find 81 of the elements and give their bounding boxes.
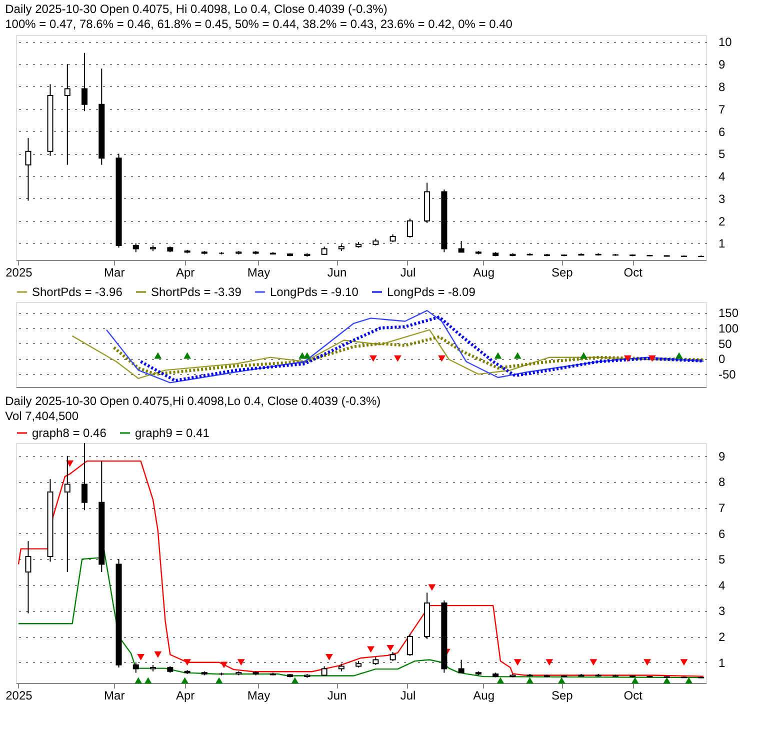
x-tick-label: Sep [551, 266, 574, 280]
x-tick-label: 2025 [6, 266, 33, 280]
y-tick-label: 8 [718, 475, 726, 490]
point [546, 659, 554, 666]
point [220, 662, 228, 668]
y-tick-label: 1 [718, 656, 726, 670]
x-tick-label: Mar [104, 266, 125, 280]
y-tick-label: 3 [718, 604, 726, 618]
legend-label: ShortPds = -3.39 [151, 285, 242, 299]
x-tick-label: Apr [176, 688, 195, 702]
x-tick-label: Oct [624, 688, 644, 702]
x-tick-label: Aug [473, 688, 495, 702]
line-series [72, 329, 704, 380]
x-tick-label: Sep [551, 688, 574, 702]
y-tick-label: 9 [718, 449, 726, 464]
point [367, 646, 374, 653]
point [237, 659, 245, 666]
y-tick-label: 7 [718, 102, 726, 116]
x-tick-label: Aug [473, 266, 495, 280]
point [663, 677, 671, 684]
point [144, 677, 152, 684]
y-tick-label: 3 [718, 192, 726, 206]
point [291, 677, 299, 684]
line-series [18, 460, 704, 677]
x-tick-label: May [247, 688, 270, 702]
y-tick-label: 8 [718, 80, 726, 94]
x-tick-label: Oct [624, 266, 644, 280]
point [181, 677, 189, 684]
x-tick-label: Mar [104, 688, 125, 702]
point [644, 659, 651, 666]
legend-label: LongPds = -8.09 [387, 285, 476, 299]
y-tick-label: 9 [718, 58, 726, 72]
chart-title: Daily 2025-10-30 Open 0.4075, Hi 0.4098, Lo 0.4, Close 0.4039 (-0.3%) [5, 2, 388, 16]
y-tick-label: 6 [718, 124, 726, 139]
y-tick-label: 50 [718, 336, 732, 351]
point [558, 677, 566, 684]
x-tick-label: Jul [400, 266, 416, 280]
legend-label: ShortPds = -3.96 [32, 285, 123, 299]
point [137, 654, 144, 660]
point [680, 659, 688, 666]
point [215, 677, 223, 684]
chart-subtitle: Vol 7,404,500 [5, 409, 79, 423]
y-tick-label: 6 [718, 526, 726, 541]
y-tick-label: 5 [718, 552, 726, 567]
legend-label: graph8 = 0.46 [32, 426, 107, 440]
chart-title: Daily 2025-10-30 Open 0.4075,Hi 0.4098,Lo 0.4, Close 0.4039 (-0.3%) [5, 394, 381, 408]
legend-label: graph9 = 0.41 [135, 426, 210, 440]
point [134, 677, 142, 684]
y-tick-label: 1 [718, 236, 726, 251]
x-tick-label: Jul [400, 688, 416, 702]
x-tick-label: 2025 [6, 688, 33, 702]
y-tick-label: 150 [718, 306, 739, 320]
point [496, 677, 504, 684]
x-tick-label: May [247, 266, 270, 280]
x-tick-label: Jun [327, 266, 347, 280]
candlestick [321, 666, 328, 676]
y-tick-label: 0 [718, 352, 726, 366]
y-tick-label: 10 [718, 35, 732, 50]
chart-subtitle: 100% = 0.47, 78.6% = 0.46, 61.8% = 0.45, 50% = 0.44, 38.2% = 0.43, 23.6% = 0.42, 0% = 0.40 [5, 17, 513, 31]
x-tick-label: Jun [327, 688, 347, 702]
y-tick-label: 4 [718, 170, 726, 184]
point [526, 677, 534, 684]
y-tick-label: 2 [718, 214, 726, 228]
y-tick-label: 7 [718, 501, 726, 516]
point [514, 659, 522, 666]
legend-label: LongPds = -9.10 [270, 285, 359, 299]
point [428, 584, 436, 591]
y-tick-label: -50 [718, 367, 736, 382]
x-tick-label: Apr [176, 266, 195, 280]
point [590, 659, 598, 666]
point [325, 654, 333, 660]
point [631, 677, 639, 684]
y-tick-label: 4 [718, 578, 726, 592]
line-series [112, 335, 706, 376]
y-tick-label: 100 [718, 321, 739, 336]
y-tick-label: 2 [718, 630, 726, 644]
point [184, 659, 191, 666]
point [685, 677, 693, 684]
y-tick-label: 5 [718, 147, 726, 162]
point [386, 644, 394, 652]
point [154, 651, 162, 658]
